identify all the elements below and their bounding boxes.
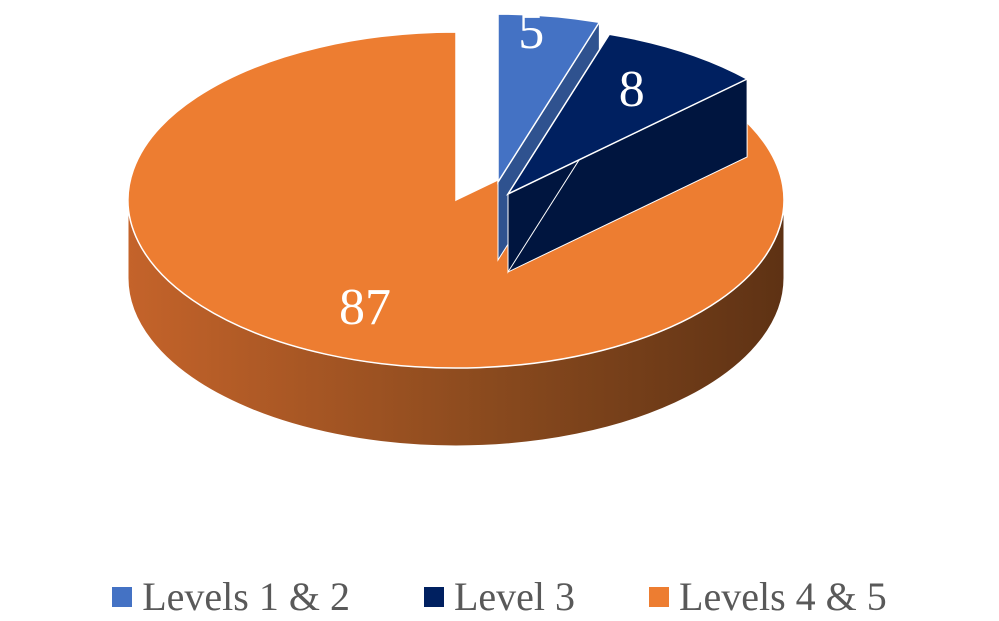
pie-slice-levels-1-2 — [497, 13, 601, 185]
data-label-levels-4-5: 87 — [339, 279, 391, 336]
legend-label-level-3: Level 3 — [453, 574, 576, 619]
legend-swatch-levels-1-2 — [112, 587, 133, 607]
pie-plot-area: 5 8 87 — [127, 3, 785, 446]
legend-item-levels-1-2: Levels 1 & 2 — [112, 577, 350, 617]
legend-item-level-3: Level 3 — [423, 574, 576, 619]
legend-item-levels-4-5: Levels 4 & 5 — [649, 577, 887, 617]
pie-slice-level-3 — [505, 33, 749, 196]
legend-label-levels-1-2: Levels 1 & 2 — [142, 574, 350, 619]
chart-legend: Levels 1 & 2 Level 3 Levels 4 & 5 — [0, 573, 999, 621]
data-label-level-3: 8 — [619, 61, 645, 118]
pie-slice-levels-4-5 — [127, 31, 785, 369]
data-label-levels-1-2: 5 — [518, 3, 544, 60]
legend-swatch-level-3 — [423, 587, 444, 607]
legend-label-levels-4-5: Levels 4 & 5 — [679, 574, 887, 619]
legend-swatch-levels-4-5 — [649, 587, 670, 607]
